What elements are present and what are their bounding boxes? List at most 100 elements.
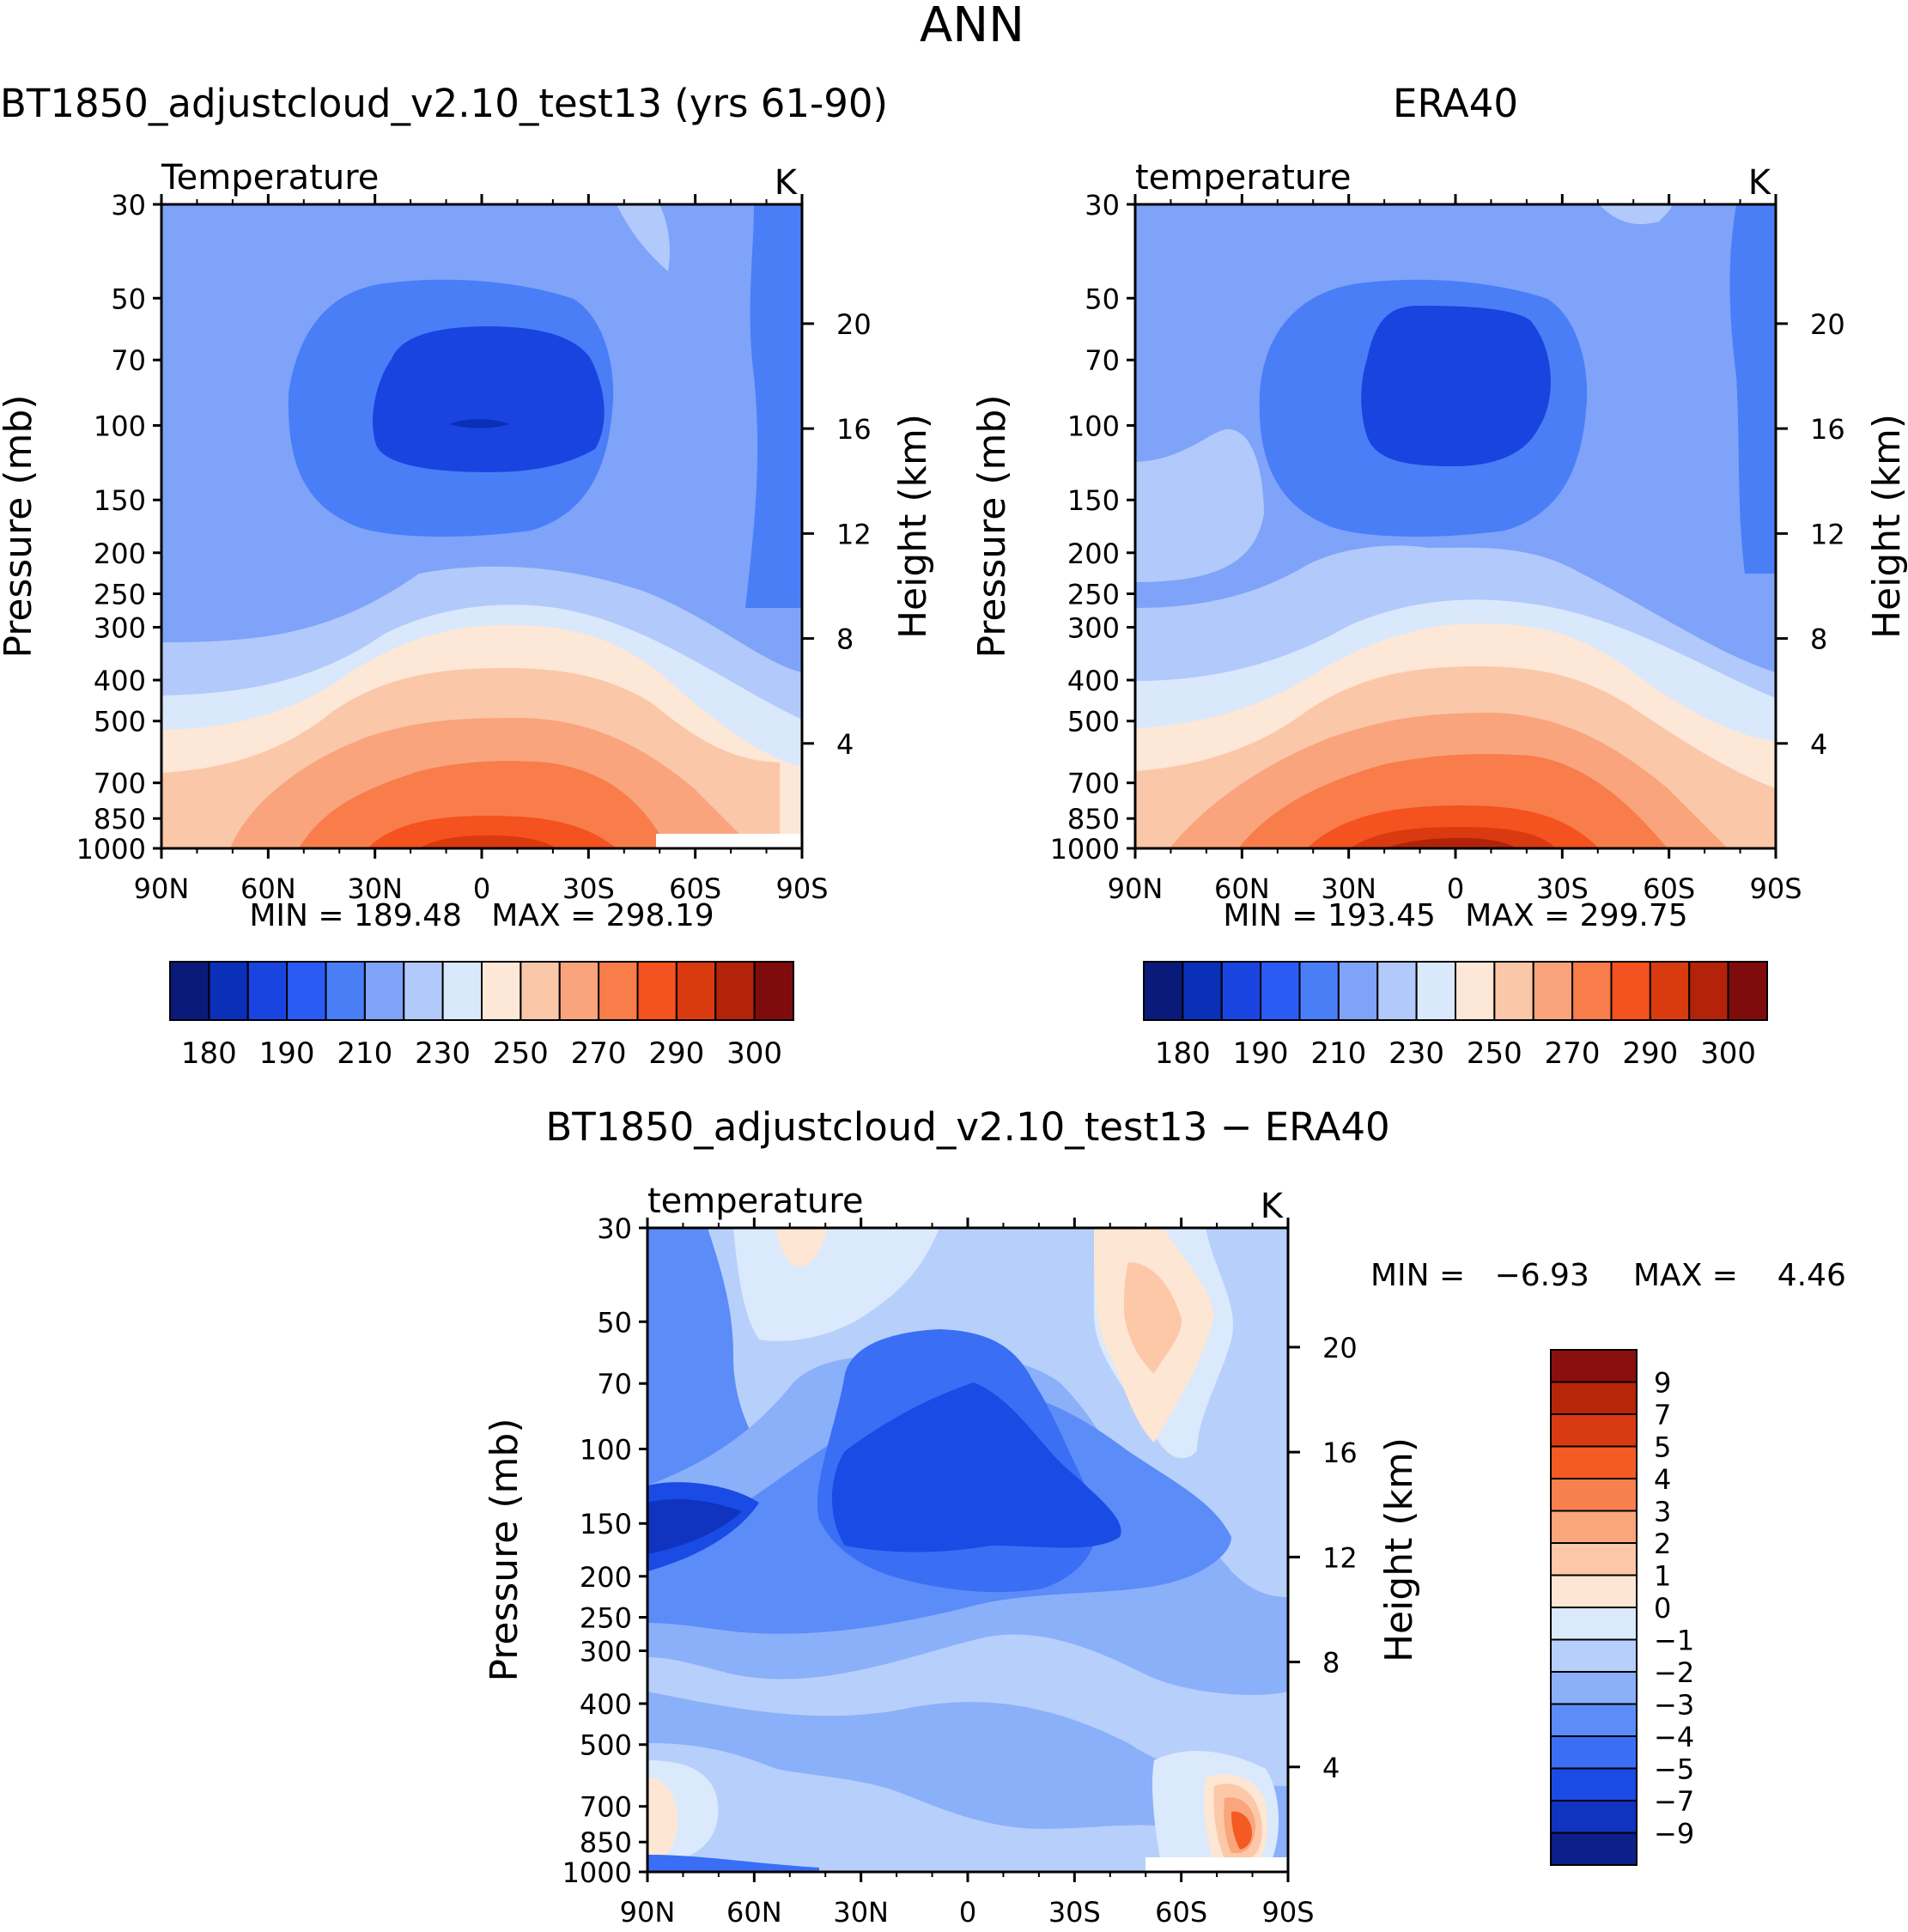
colorbar-swatch — [636, 961, 678, 1021]
contour-band-model-240 — [617, 204, 670, 271]
lat-tick-label: 90S — [775, 872, 828, 905]
lat-tick-label: 90N — [1108, 872, 1164, 905]
pressure-tick-label: 30 — [111, 189, 146, 222]
colorbar-swatch — [1182, 961, 1223, 1021]
lat-tick-label: 30S — [1536, 872, 1589, 905]
panel-obs-title: ERA40 — [1393, 81, 1518, 126]
colorbar-swatch — [714, 961, 756, 1021]
colorbar-label: −7 — [1654, 1785, 1694, 1818]
colorbar-swatch — [1337, 961, 1379, 1021]
contour-band-obs-298 — [1350, 827, 1556, 848]
colorbar-label: 270 — [571, 1036, 627, 1071]
colorbar-swatch — [1550, 1800, 1638, 1834]
colorbar-swatch — [208, 961, 249, 1021]
panel-diff: BT1850_adjustcloud_v2.10_test13 − ERA40 … — [483, 1104, 1846, 1929]
colorbar-label: 5 — [1654, 1431, 1671, 1464]
colorbar-swatch — [1550, 1349, 1638, 1383]
pressure-tick-label: 400 — [1067, 665, 1120, 697]
pressure-tick-label: 1000 — [562, 1856, 632, 1889]
axis-ylabel-model: Pressure (mb) — [0, 395, 40, 659]
colorbar-swatch — [403, 961, 444, 1021]
pressure-tick-label: 850 — [580, 1826, 632, 1859]
colorbar-swatch — [1550, 1671, 1638, 1705]
pressure-tick-label: 100 — [94, 410, 146, 443]
contour-field-obs — [1135, 204, 1776, 848]
pressure-tick-label: 200 — [94, 538, 146, 570]
colorbar-swatch — [1376, 961, 1418, 1021]
contour-band-model-295 — [368, 816, 617, 848]
colorbar-label: 210 — [337, 1036, 392, 1071]
colorbar-label: 190 — [259, 1036, 315, 1071]
contour-missing-diff — [1145, 1857, 1288, 1872]
colorbar-swatch — [481, 961, 522, 1021]
lat-tick-label: 90N — [620, 1896, 676, 1929]
colorbar-swatch — [1610, 961, 1651, 1021]
pressure-tick-label: 200 — [1067, 538, 1120, 570]
height-tick-label: 20 — [836, 308, 872, 341]
colorbar-swatch — [753, 961, 794, 1021]
pressure-tick-label: 50 — [597, 1306, 632, 1339]
pressure-tick-label: 70 — [597, 1368, 632, 1400]
axis-y2label-diff: Height (km) — [1377, 1437, 1421, 1662]
colorbar-label: 300 — [1700, 1036, 1756, 1071]
colorbar-label: 210 — [1310, 1036, 1366, 1071]
height-tick-label: 12 — [1322, 1541, 1358, 1574]
lat-tick-label: 30N — [1321, 872, 1376, 905]
contour-band-model-200 — [449, 419, 509, 428]
lat-tick-label: 90S — [1749, 872, 1802, 905]
colorbar-swatch — [558, 961, 600, 1021]
colorbar-swatch — [1550, 1542, 1638, 1577]
pressure-tick-label: 500 — [94, 706, 146, 738]
contour-band-diff-minus1-low — [647, 1743, 1288, 1872]
lat-tick-label: 30S — [562, 872, 615, 905]
colorbar-swatch — [598, 961, 639, 1021]
colorbar-swatch — [675, 961, 717, 1021]
colorbar-label: 1 — [1654, 1560, 1671, 1593]
colorbar-swatch — [169, 961, 210, 1021]
colorbar-label: −4 — [1654, 1721, 1694, 1753]
colorbar-swatch — [1727, 961, 1768, 1021]
colorbar-obs: 180 190 210 230 250 270 290 300 — [1143, 961, 1768, 1071]
colorbar-swatch — [441, 961, 483, 1021]
colorbar-label: 270 — [1545, 1036, 1601, 1071]
panel-model-title: BT1850_adjustcloud_v2.10_test13 (yrs 61-… — [0, 81, 888, 126]
pressure-tick-label: 500 — [1067, 706, 1120, 738]
colorbar-label: −9 — [1654, 1818, 1694, 1850]
pressure-tick-label: 150 — [580, 1508, 632, 1540]
height-tick-label: 16 — [1810, 413, 1845, 446]
axis-ylabel-obs: Pressure (mb) — [970, 395, 1014, 659]
colorbar-swatch — [1455, 961, 1496, 1021]
contour-band-diff-2-topright — [1124, 1262, 1182, 1374]
colorbar-swatch — [286, 961, 327, 1021]
panel-model-stats: MIN = 189.48 MAX = 298.19 — [249, 898, 714, 933]
colorbar-swatch — [246, 961, 289, 1021]
pressure-tick-label: 850 — [94, 803, 146, 835]
contour-field-model — [161, 204, 802, 848]
panel-diff-title: BT1850_adjustcloud_v2.10_test13 − ERA40 — [545, 1104, 1389, 1150]
colorbar-swatch — [1550, 1445, 1638, 1479]
contour-band-diff-1-low — [647, 1777, 678, 1863]
axis-y2label-obs: Height (km) — [1865, 414, 1908, 639]
contour-missing-model — [656, 834, 802, 848]
panel-diff-stats-max: MAX = 4.46 — [1633, 1258, 1846, 1293]
pressure-tick-label: 300 — [580, 1635, 632, 1668]
colorbar-label: 180 — [1155, 1036, 1211, 1071]
lat-tick-label: 0 — [959, 1896, 976, 1929]
panel-diff-stats-min: MIN = −6.93 — [1370, 1258, 1589, 1293]
colorbar-swatch — [1220, 961, 1262, 1021]
pressure-tick-label: 50 — [111, 283, 146, 315]
panel-diff-units-label: K — [1261, 1187, 1285, 1226]
panel-model-units-label: K — [775, 163, 799, 203]
pressure-tick-label: 700 — [1067, 768, 1120, 800]
panel-diff-variable-label: temperature — [647, 1182, 863, 1221]
height-tick-label: 8 — [836, 623, 854, 656]
colorbar-model: 180 190 210 230 250 270 290 300 — [169, 961, 794, 1071]
panel-obs-variable-label: temperature — [1135, 158, 1351, 197]
panel-obs-stats: MIN = 193.45 MAX = 299.75 — [1223, 898, 1687, 933]
pressure-tick-label: 200 — [580, 1561, 632, 1594]
panel-model: BT1850_adjustcloud_v2.10_test13 (yrs 61-… — [0, 81, 935, 1071]
contour-band-diff-4-lowright — [1231, 1811, 1252, 1850]
colorbar-label: 300 — [726, 1036, 782, 1071]
contour-band-obs-210 — [1361, 306, 1551, 466]
